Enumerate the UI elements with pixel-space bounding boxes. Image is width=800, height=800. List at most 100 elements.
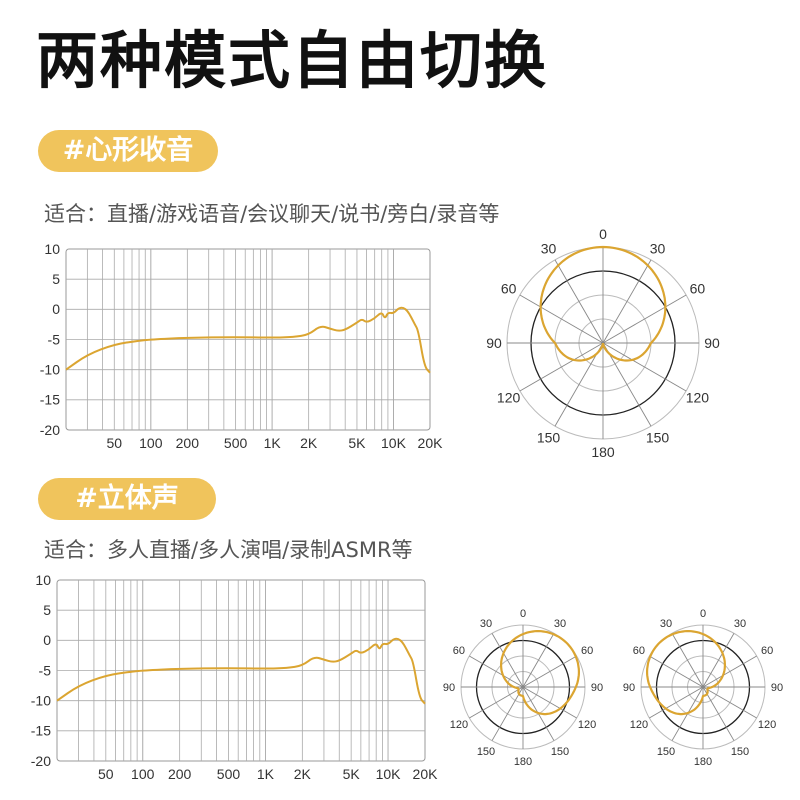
angle-tick-label: 120 bbox=[758, 719, 776, 731]
y-tick-label: 10 bbox=[44, 241, 60, 257]
x-tick-label: 2K bbox=[294, 766, 312, 782]
polar-spoke bbox=[702, 655, 757, 688]
polar-spoke bbox=[702, 686, 735, 741]
angle-tick-label: 120 bbox=[686, 389, 710, 405]
angle-tick-label: 0 bbox=[520, 608, 526, 620]
angle-tick-label: 30 bbox=[554, 618, 566, 630]
polar-spoke bbox=[522, 633, 555, 688]
polar-spoke bbox=[702, 633, 735, 688]
frequency-response-line bbox=[65, 306, 431, 374]
polar-spoke bbox=[491, 686, 524, 741]
x-tick-label: 50 bbox=[98, 766, 114, 782]
angle-tick-label: 150 bbox=[551, 746, 569, 758]
angle-tick-label: 60 bbox=[633, 645, 645, 657]
polar-spoke bbox=[602, 259, 652, 344]
y-tick-label: -15 bbox=[40, 392, 60, 408]
polar-spoke bbox=[649, 655, 704, 688]
angle-tick-label: 30 bbox=[541, 241, 557, 257]
y-tick-label: -20 bbox=[40, 422, 60, 438]
y-tick-label: -15 bbox=[31, 723, 51, 739]
x-tick-label: 50 bbox=[106, 435, 122, 451]
polar-pattern-line bbox=[500, 630, 580, 716]
angle-tick-label: 180 bbox=[591, 444, 615, 460]
polar-spoke bbox=[602, 342, 687, 392]
angle-tick-label: 90 bbox=[771, 682, 783, 694]
x-tick-label: 20K bbox=[413, 766, 439, 782]
polar-pattern-line bbox=[539, 245, 667, 362]
x-tick-label: 200 bbox=[176, 435, 200, 451]
page-title: 两种模式自由切换 bbox=[36, 24, 549, 97]
polar-spoke bbox=[602, 294, 687, 344]
y-tick-label: -10 bbox=[40, 362, 60, 378]
angle-tick-label: 60 bbox=[581, 645, 593, 657]
angle-tick-label: 90 bbox=[443, 682, 455, 694]
angle-tick-label: 150 bbox=[477, 746, 495, 758]
polar-pattern-chart-cardioid: 0 30 30 60 60 90 90 120 120 150 150 180 bbox=[486, 226, 720, 460]
angle-tick-label: 60 bbox=[690, 280, 706, 296]
angle-tick-label: 30 bbox=[480, 618, 492, 630]
polar-spoke bbox=[649, 686, 704, 719]
x-tick-label: 1K bbox=[264, 435, 282, 451]
angle-tick-label: 150 bbox=[731, 746, 749, 758]
x-tick-label: 1K bbox=[257, 766, 275, 782]
polar-spoke bbox=[519, 342, 604, 392]
y-tick-label: 10 bbox=[35, 572, 51, 588]
x-tick-label: 5K bbox=[348, 435, 366, 451]
x-tick-label: 200 bbox=[168, 766, 192, 782]
angle-tick-label: 30 bbox=[734, 618, 746, 630]
y-tick-label: -5 bbox=[39, 662, 52, 678]
polar-spoke bbox=[554, 342, 604, 427]
polar-pattern-line bbox=[646, 630, 726, 716]
frequency-response-line bbox=[56, 637, 426, 705]
polar-spoke bbox=[522, 686, 577, 719]
angle-tick-label: 0 bbox=[599, 226, 607, 242]
x-tick-label: 10K bbox=[381, 435, 407, 451]
angle-tick-label: 60 bbox=[761, 645, 773, 657]
polar-spoke bbox=[519, 294, 604, 344]
polar-spoke bbox=[702, 686, 757, 719]
angle-tick-label: 90 bbox=[591, 682, 603, 694]
cardioid-use-description: 适合：直播/游戏语音/会议聊天/说书/旁白/录音等 bbox=[44, 202, 500, 226]
x-tick-label: 5K bbox=[343, 766, 361, 782]
polar-spoke bbox=[671, 633, 704, 688]
x-tick-label: 500 bbox=[217, 766, 241, 782]
x-tick-label: 10K bbox=[376, 766, 402, 782]
angle-tick-label: 90 bbox=[623, 682, 635, 694]
x-tick-label: 100 bbox=[131, 766, 155, 782]
angle-tick-label: 180 bbox=[694, 756, 712, 768]
polar-pattern-chart-stereo-left: 0 30 30 60 60 90 90 120 120 150 150 180 bbox=[623, 608, 783, 768]
angle-tick-label: 180 bbox=[514, 756, 532, 768]
angle-tick-label: 60 bbox=[501, 280, 517, 296]
angle-tick-label: 150 bbox=[537, 429, 561, 445]
polar-spoke bbox=[522, 655, 577, 688]
angle-tick-label: 150 bbox=[646, 429, 670, 445]
y-tick-label: -20 bbox=[31, 753, 51, 769]
angle-tick-label: 0 bbox=[700, 608, 706, 620]
angle-tick-label: 90 bbox=[486, 335, 502, 351]
polar-pattern-chart-stereo-right: 0 30 30 60 60 90 90 120 120 150 150 180 bbox=[443, 608, 603, 768]
y-tick-label: 0 bbox=[52, 301, 60, 317]
polar-spoke bbox=[602, 342, 652, 427]
stereo-use-description: 适合：多人直播/多人演唱/录制ASMR等 bbox=[44, 538, 413, 562]
polar-spoke bbox=[469, 686, 524, 719]
mode-tag-cardioid: #心形收音 bbox=[38, 130, 218, 172]
y-tick-label: -10 bbox=[31, 693, 51, 709]
polar-spoke bbox=[554, 259, 604, 344]
polar-spoke bbox=[469, 655, 524, 688]
y-tick-label: -5 bbox=[48, 331, 61, 347]
polar-spoke bbox=[491, 633, 524, 688]
x-tick-label: 2K bbox=[300, 435, 318, 451]
x-tick-label: 100 bbox=[139, 435, 163, 451]
angle-tick-label: 120 bbox=[450, 719, 468, 731]
angle-tick-label: 30 bbox=[660, 618, 672, 630]
angle-tick-label: 90 bbox=[704, 335, 720, 351]
x-tick-label: 20K bbox=[418, 435, 444, 451]
x-tick-label: 500 bbox=[224, 435, 248, 451]
y-tick-label: 5 bbox=[52, 271, 60, 287]
angle-tick-label: 120 bbox=[578, 719, 596, 731]
angle-tick-label: 120 bbox=[630, 719, 648, 731]
angle-tick-label: 150 bbox=[657, 746, 675, 758]
